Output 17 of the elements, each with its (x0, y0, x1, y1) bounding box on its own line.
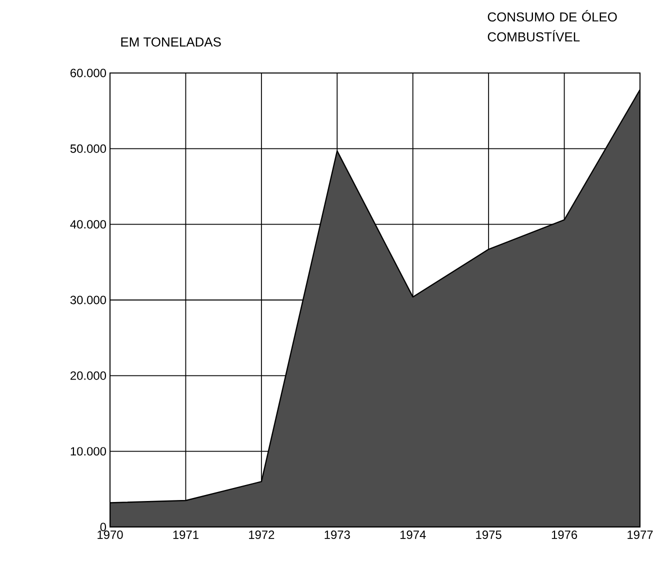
x-tick-label: 1970 (98, 530, 123, 539)
x-tick-label: 1973 (324, 530, 350, 539)
y-tick-label: 30.000 (70, 296, 106, 304)
chart-title: CONSUMO DE ÓLEO COMBUSTÍVEL (488, 10, 617, 42)
y-tick-label: 40.000 (70, 220, 106, 229)
x-tick-label: 1974 (400, 530, 426, 539)
x-tick-label: 1971 (173, 530, 198, 539)
y-tick-label: 50.000 (70, 144, 106, 153)
x-tick-label: 1976 (552, 530, 578, 539)
y-tick-label: 20.000 (70, 371, 106, 380)
x-tick-label: 1977 (628, 530, 653, 539)
x-tick-label: 1972 (249, 530, 274, 539)
x-tick-label: 1975 (476, 530, 502, 539)
y-tick-label: 0 (100, 522, 106, 532)
y-axis-title: EM TONELADAS (121, 37, 221, 47)
y-tick-label: 10.000 (70, 447, 106, 456)
y-tick-label: 60.000 (70, 68, 106, 78)
